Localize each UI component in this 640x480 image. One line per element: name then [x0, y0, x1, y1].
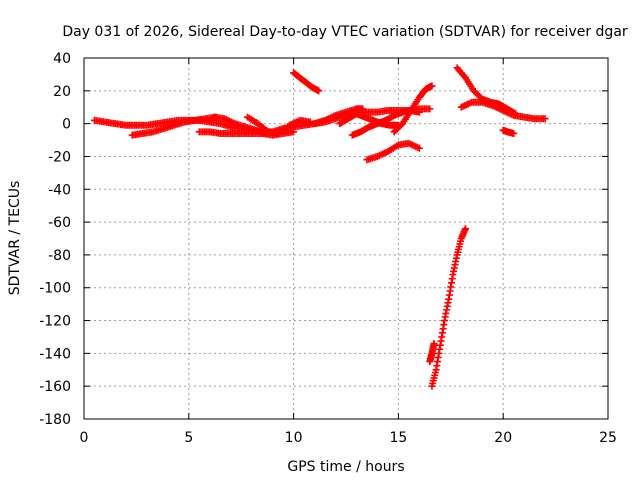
data-point — [510, 129, 518, 137]
y-tick-label: -80 — [48, 248, 71, 264]
data-points — [90, 64, 549, 390]
series-13 — [428, 225, 469, 390]
y-tick-label: 0 — [62, 117, 71, 133]
y-tick-label: -100 — [39, 281, 71, 297]
y-tick-label: -140 — [39, 346, 71, 362]
data-point — [290, 128, 298, 136]
y-tick-label: -160 — [39, 379, 71, 395]
series-10 — [363, 139, 423, 164]
y-tick-label: -60 — [48, 215, 71, 231]
chart-title: Day 031 of 2026, Sidereal Day-to-day VTE… — [62, 24, 628, 40]
y-tick-label: -180 — [39, 412, 71, 428]
data-point — [426, 105, 434, 113]
series-11 — [390, 82, 436, 136]
y-axis-ticks: -180 -160 -140 -120 -100 -80 -60 -40 -20 0 20 40 — [39, 51, 608, 428]
series-5 — [243, 113, 314, 137]
series-16 — [499, 126, 518, 137]
x-tick-label: 15 — [389, 430, 407, 446]
data-point — [430, 340, 438, 348]
data-point — [306, 118, 314, 126]
series-7 — [311, 105, 367, 128]
x-tick-label: 5 — [184, 430, 193, 446]
data-point — [415, 108, 423, 116]
data-point — [359, 105, 367, 113]
data-point — [428, 82, 436, 90]
grid-lines — [84, 58, 608, 419]
x-axis-ticks: 0 5 10 15 20 25 — [80, 58, 617, 446]
x-axis-label: GPS time / hours — [287, 459, 404, 475]
y-tick-label: -120 — [39, 314, 71, 330]
y-axis-label: SDTVAR / TECUs — [7, 181, 23, 296]
y-tick-label: -20 — [48, 149, 71, 165]
data-point — [315, 87, 323, 95]
y-tick-label: -40 — [48, 182, 71, 198]
series-6 — [290, 69, 323, 95]
plot-frame — [83, 57, 609, 420]
y-tick-label: 40 — [53, 51, 71, 67]
data-point — [461, 225, 469, 233]
y-tick-label: 20 — [53, 84, 71, 100]
data-point — [397, 121, 405, 129]
x-tick-label: 0 — [80, 430, 89, 446]
series-4 — [210, 113, 270, 137]
data-point — [541, 115, 549, 123]
data-point — [415, 144, 423, 152]
series-12 — [426, 340, 438, 366]
series-15 — [457, 98, 549, 123]
x-tick-label: 10 — [285, 430, 303, 446]
x-tick-label: 25 — [599, 430, 617, 446]
x-tick-label: 20 — [494, 430, 512, 446]
